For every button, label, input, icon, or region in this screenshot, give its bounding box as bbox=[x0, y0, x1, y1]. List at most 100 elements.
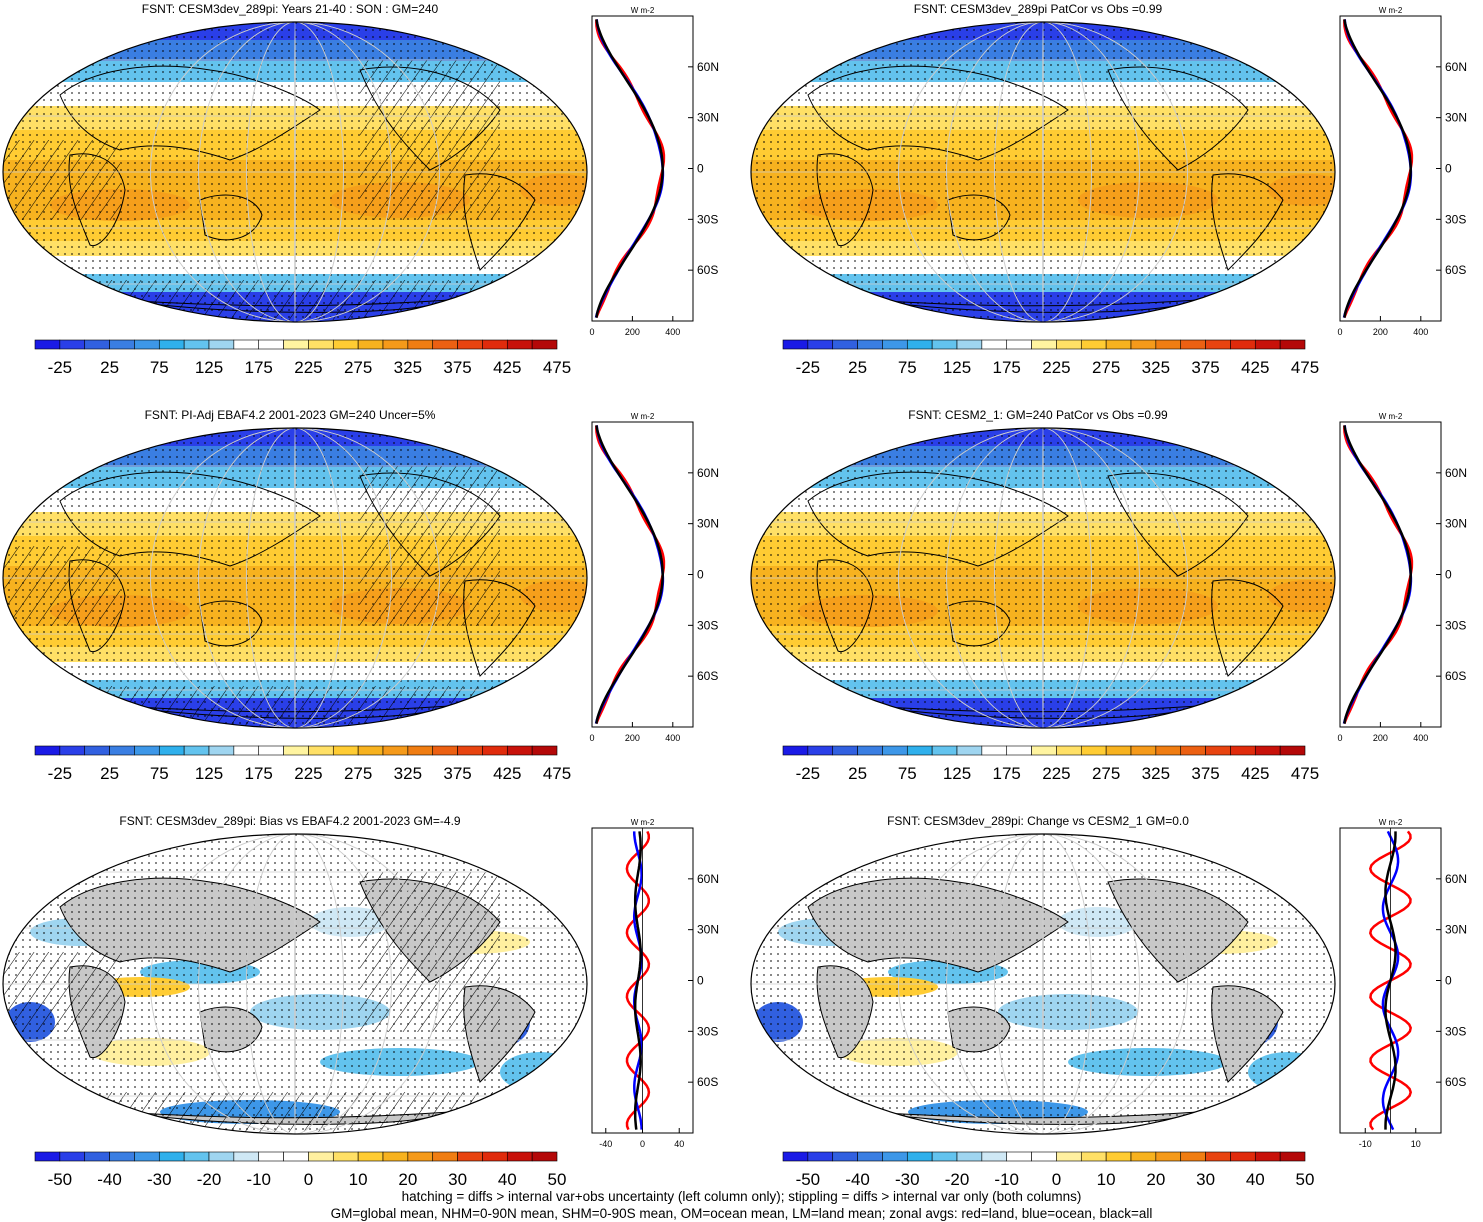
colorbar-label: 325 bbox=[1142, 764, 1170, 783]
zonal-lat-label: 60S bbox=[697, 263, 718, 277]
panel-svg-5: FSNT: CESM3dev_289pi: Change vs CESM2_1 … bbox=[750, 814, 1467, 1189]
colorbar-swatch bbox=[931, 339, 958, 350]
panel-svg-3: FSNT: CESM2_1: GM=240 PatCor vs Obs =0.9… bbox=[750, 408, 1467, 783]
zonal-lat-label: 30N bbox=[1445, 517, 1467, 531]
colorbar-swatch bbox=[1279, 745, 1306, 756]
colorbar-label: 275 bbox=[1092, 764, 1120, 783]
panel-svg-0: FSNT: CESM3dev_289pi: Years 21-40 : SON … bbox=[2, 2, 719, 377]
colorbar-label: 10 bbox=[349, 1170, 368, 1189]
zonal-lat-label: 60N bbox=[1445, 466, 1467, 480]
zonal-xtick-label: 400 bbox=[665, 327, 680, 337]
colorbar-swatch bbox=[1105, 1151, 1132, 1162]
colorbar-swatch bbox=[1205, 745, 1231, 756]
colorbar-swatch bbox=[882, 745, 908, 756]
colorbar-swatch bbox=[34, 339, 61, 350]
colorbar-swatch bbox=[782, 339, 809, 350]
colorbar-label: 425 bbox=[493, 764, 521, 783]
map-outline bbox=[2, 21, 588, 323]
colorbar-label: -25 bbox=[48, 358, 73, 377]
colorbar-swatch bbox=[1279, 1151, 1306, 1162]
colorbar-swatch bbox=[134, 745, 160, 756]
colorbar-swatch bbox=[906, 745, 933, 756]
colorbar-swatch bbox=[283, 339, 309, 350]
zonal-lat-label: 60N bbox=[1445, 872, 1467, 886]
colorbar-label: 475 bbox=[1291, 764, 1319, 783]
colorbar-swatch bbox=[981, 745, 1008, 756]
colorbar-swatch bbox=[357, 339, 384, 350]
colorbar-label: -20 bbox=[197, 1170, 222, 1189]
colorbar-label: 10 bbox=[1097, 1170, 1116, 1189]
zonal-unit-label: W m-2 bbox=[1379, 412, 1403, 421]
colorbar-label: 40 bbox=[498, 1170, 517, 1189]
colorbar-label: 325 bbox=[1142, 358, 1170, 377]
colorbar-label: -50 bbox=[796, 1170, 821, 1189]
colorbar-swatch bbox=[1130, 745, 1157, 756]
colorbar-swatch bbox=[432, 1151, 458, 1162]
colorbar-swatch bbox=[308, 1151, 334, 1162]
zonal-lat-label: 60S bbox=[1445, 263, 1466, 277]
colorbar-swatch bbox=[208, 339, 235, 350]
colorbar-swatch bbox=[906, 1151, 933, 1162]
colorbar-swatch bbox=[457, 339, 483, 350]
zonal-lat-label: 60N bbox=[1445, 60, 1467, 74]
panel-change-container: FSNT: CESM3dev_289pi: Change vs CESM2_1 … bbox=[748, 812, 1483, 1212]
map-title: FSNT: CESM3dev_289pi: Change vs CESM2_1 … bbox=[887, 814, 1189, 828]
zonal-lat-label: 30N bbox=[697, 923, 719, 937]
colorbar-swatch bbox=[1080, 339, 1107, 350]
colorbar-swatch bbox=[109, 1151, 135, 1162]
colorbar-swatch bbox=[134, 339, 160, 350]
colorbar-swatch bbox=[84, 745, 110, 756]
colorbar-label: 375 bbox=[1191, 358, 1219, 377]
zonal-unit-label: W m-2 bbox=[1379, 6, 1403, 15]
colorbar-swatch bbox=[1105, 339, 1132, 350]
colorbar-swatch bbox=[1254, 1151, 1281, 1162]
colorbar-label: 125 bbox=[195, 764, 223, 783]
colorbar-swatch bbox=[158, 745, 185, 756]
colorbar-swatch bbox=[1180, 339, 1206, 350]
colorbar-swatch bbox=[931, 745, 958, 756]
colorbar-label: 25 bbox=[848, 764, 867, 783]
colorbar-swatch bbox=[482, 339, 508, 350]
colorbar-label: 375 bbox=[1191, 764, 1219, 783]
colorbar-label: 75 bbox=[150, 764, 169, 783]
zonal-lat-label: 30N bbox=[697, 517, 719, 531]
colorbar-swatch bbox=[531, 1151, 558, 1162]
colorbar-label: 25 bbox=[100, 358, 119, 377]
map-field bbox=[751, 428, 1335, 728]
panel-cesm2-container: FSNT: CESM2_1: GM=240 PatCor vs Obs =0.9… bbox=[748, 406, 1483, 806]
colorbar-swatch bbox=[882, 1151, 908, 1162]
zonal-lat-label: 30S bbox=[697, 618, 718, 632]
colorbar-swatch bbox=[882, 339, 908, 350]
colorbar-label: -10 bbox=[994, 1170, 1019, 1189]
zonal-xtick-label: 0 bbox=[640, 1139, 645, 1149]
colorbar-swatch bbox=[1080, 1151, 1107, 1162]
zonal-all-line bbox=[1343, 425, 1412, 724]
zonal-lat-label: 0 bbox=[1445, 974, 1452, 988]
zonal-lat-label: 60S bbox=[697, 1075, 718, 1089]
colorbar-swatch bbox=[258, 339, 284, 350]
colorbar-label: 40 bbox=[1246, 1170, 1265, 1189]
colorbar-swatch bbox=[407, 1151, 434, 1162]
zonal-xtick-label: 200 bbox=[625, 733, 640, 743]
zonal-lat-label: 30N bbox=[697, 111, 719, 125]
colorbar-swatch bbox=[258, 745, 284, 756]
zonal-xtick-label: 0 bbox=[1337, 733, 1342, 743]
colorbar-swatch bbox=[1006, 1151, 1032, 1162]
colorbar-swatch bbox=[807, 745, 834, 756]
colorbar-label: 125 bbox=[195, 358, 223, 377]
zonal-lat-label: 60S bbox=[1445, 669, 1466, 683]
colorbar-label: 175 bbox=[993, 764, 1021, 783]
colorbar-swatch bbox=[59, 745, 86, 756]
colorbar-swatch bbox=[807, 1151, 834, 1162]
colorbar-swatch bbox=[1155, 339, 1182, 350]
zonal-lat-label: 60N bbox=[697, 60, 719, 74]
colorbar-label: 425 bbox=[1241, 764, 1269, 783]
zonal-lat-label: 0 bbox=[697, 162, 704, 176]
zonal-xtick-label: 10 bbox=[1411, 1139, 1421, 1149]
map-field bbox=[3, 834, 587, 1134]
zonal-xtick-label: 400 bbox=[1413, 327, 1428, 337]
colorbar-swatch bbox=[1230, 339, 1256, 350]
zonal-xtick-label: 40 bbox=[674, 1139, 684, 1149]
zonal-unit-label: W m-2 bbox=[631, 818, 655, 827]
colorbar-swatch bbox=[34, 1151, 61, 1162]
